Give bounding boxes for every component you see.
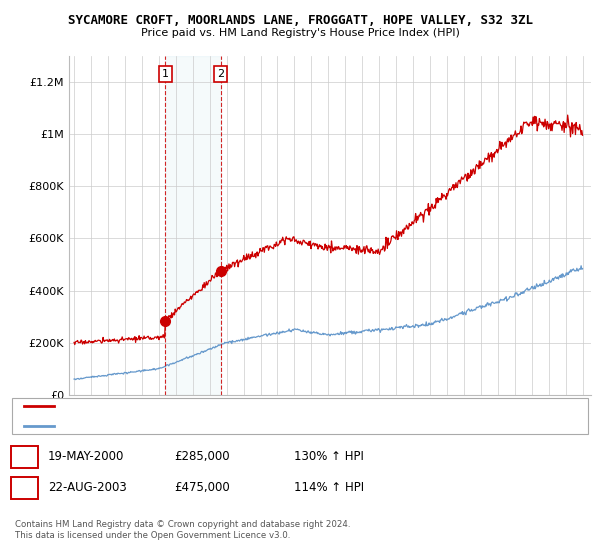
Text: £285,000: £285,000 (174, 450, 230, 464)
Text: 22-AUG-2003: 22-AUG-2003 (48, 481, 127, 494)
Text: 2: 2 (217, 69, 224, 80)
Text: 1: 1 (162, 69, 169, 80)
Text: £475,000: £475,000 (174, 481, 230, 494)
Text: 19-MAY-2000: 19-MAY-2000 (48, 450, 124, 464)
Text: 2: 2 (21, 481, 28, 494)
Text: 130% ↑ HPI: 130% ↑ HPI (294, 450, 364, 464)
Text: HPI: Average price, detached house, Derbyshire Dales: HPI: Average price, detached house, Derb… (60, 421, 343, 431)
Text: Price paid vs. HM Land Registry's House Price Index (HPI): Price paid vs. HM Land Registry's House … (140, 28, 460, 38)
Text: Contains HM Land Registry data © Crown copyright and database right 2024.: Contains HM Land Registry data © Crown c… (15, 520, 350, 529)
Text: This data is licensed under the Open Government Licence v3.0.: This data is licensed under the Open Gov… (15, 531, 290, 540)
Text: SYCAMORE CROFT, MOORLANDS LANE, FROGGATT, HOPE VALLEY, S32 3ZL: SYCAMORE CROFT, MOORLANDS LANE, FROGGATT… (67, 14, 533, 27)
Text: SYCAMORE CROFT, MOORLANDS LANE, FROGGATT, HOPE VALLEY, S32 3ZL (detached h: SYCAMORE CROFT, MOORLANDS LANE, FROGGATT… (60, 401, 515, 410)
Text: 114% ↑ HPI: 114% ↑ HPI (294, 481, 364, 494)
Text: 1: 1 (21, 450, 28, 464)
Bar (165, 56, 221, 395)
